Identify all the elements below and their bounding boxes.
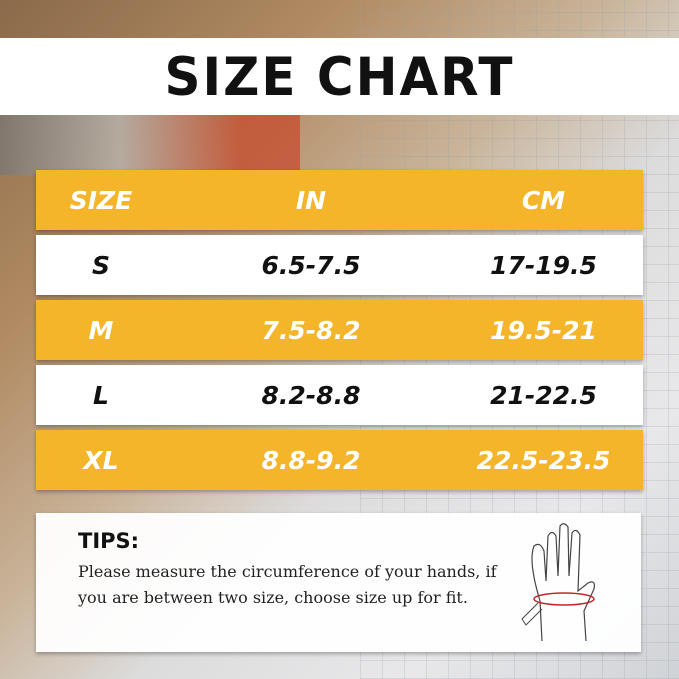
size-cell: M xyxy=(88,315,114,345)
page-title: SIZE CHART xyxy=(164,46,515,107)
size-cell: L xyxy=(93,380,109,410)
header-in: IN xyxy=(295,185,327,215)
size-cell: XL xyxy=(83,445,119,475)
table-row: S 6.5-7.5 17-19.5 xyxy=(36,235,643,295)
in-cell: 6.5-7.5 xyxy=(261,250,361,280)
cm-cell: 22.5-23.5 xyxy=(476,445,611,475)
header-size: SIZE xyxy=(69,185,133,215)
background-tools xyxy=(0,115,300,175)
table-row: L 8.2-8.8 21-22.5 xyxy=(36,365,643,425)
tips-text: Please measure the circumference of your… xyxy=(78,562,497,607)
size-cell: S xyxy=(91,250,110,280)
header-cm: CM xyxy=(521,185,566,215)
tips-heading: TIPS: xyxy=(78,529,140,553)
table-header: SIZE IN CM xyxy=(36,170,643,230)
in-cell: 8.2-8.8 xyxy=(261,380,361,410)
table-row: M 7.5-8.2 19.5-21 xyxy=(36,300,643,360)
table-row: XL 8.8-9.2 22.5-23.5 xyxy=(36,430,643,490)
tips-box: TIPS: Please measure the circumference o… xyxy=(36,513,641,652)
hand-measure-icon xyxy=(521,523,595,642)
in-cell: 7.5-8.2 xyxy=(261,315,361,345)
cm-cell: 21-22.5 xyxy=(490,380,597,410)
title-banner: SIZE CHART xyxy=(0,38,679,115)
in-cell: 8.8-9.2 xyxy=(261,445,361,475)
cm-cell: 17-19.5 xyxy=(490,250,597,280)
cm-cell: 19.5-21 xyxy=(490,315,597,345)
